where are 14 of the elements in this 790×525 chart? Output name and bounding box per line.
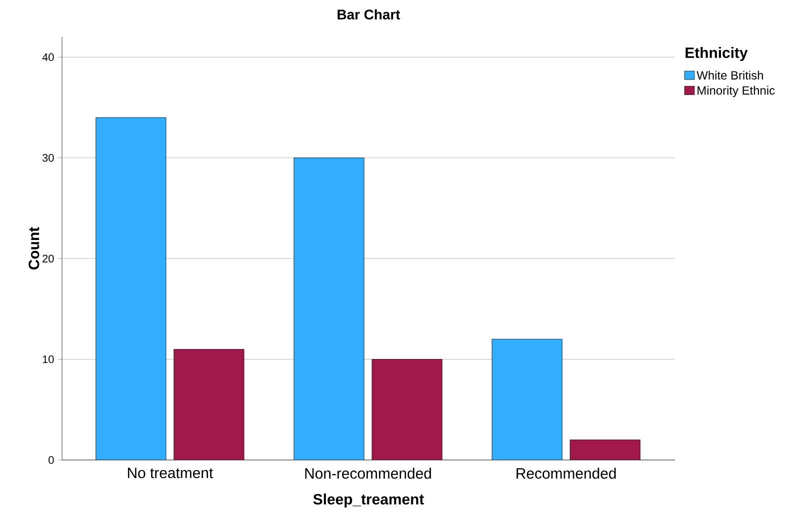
- y-tick-label: 30: [42, 154, 54, 162]
- legend-title: Ethnicity: [686, 47, 748, 61]
- legend-label: White British: [696, 70, 763, 80]
- y-tick-label: 40: [42, 53, 54, 62]
- x-tick-label: Recommended: [516, 468, 616, 479]
- y-axis-title: Count: [28, 227, 40, 270]
- x-tick-label: No treatment: [128, 468, 214, 478]
- y-tick-label: 10: [42, 355, 54, 364]
- y-tick-label: 20: [42, 254, 54, 262]
- y-tick-label: 0: [48, 456, 54, 464]
- x-tick-label: Non-recommended: [305, 468, 431, 479]
- legend-label: Minority Ethnic: [698, 86, 775, 98]
- chart-title: Bar Chart: [338, 9, 400, 20]
- x-axis-title: Sleep_treament: [313, 494, 424, 508]
